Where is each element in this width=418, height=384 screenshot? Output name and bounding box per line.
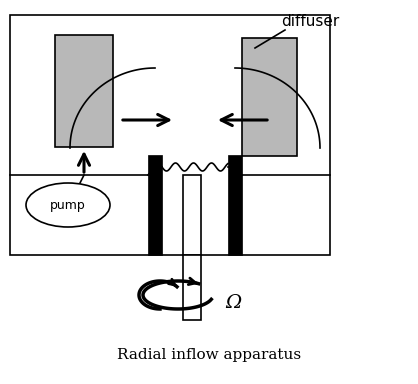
Bar [10,15,330,255]
Bar [55,35,113,147]
Text: pump: pump [50,199,86,212]
Bar [183,175,201,255]
Bar [183,255,201,320]
Ellipse shape [26,183,110,227]
Bar [228,155,242,255]
Text: Radial inflow apparatus: Radial inflow apparatus [117,348,301,362]
Bar [242,38,297,156]
Bar [148,155,162,255]
Text: diffuser: diffuser [281,15,339,30]
Text: Ω: Ω [225,294,241,312]
